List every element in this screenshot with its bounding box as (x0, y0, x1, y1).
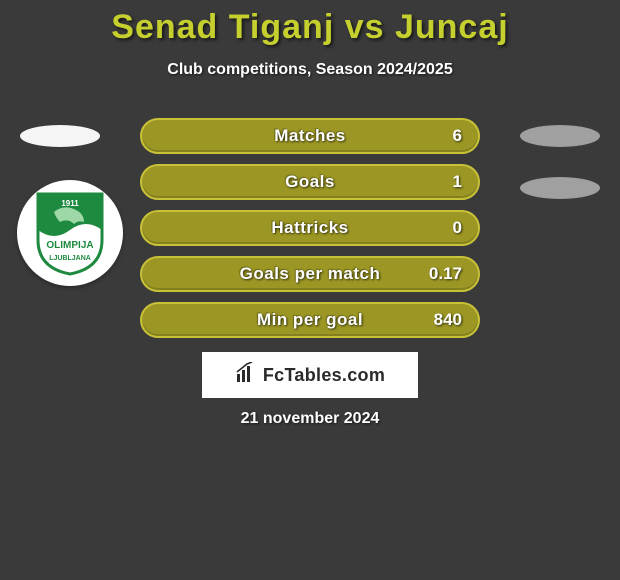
stat-label: Matches (142, 126, 478, 146)
stat-label: Hattricks (142, 218, 478, 238)
watermark-text: FcTables.com (263, 365, 385, 386)
stat-bar: Goals per match 0.17 (140, 256, 480, 292)
badge-city: LJUBLJANA (49, 255, 91, 262)
stat-label: Min per goal (142, 310, 478, 330)
stat-value: 0 (453, 218, 462, 238)
stat-row-matches: Matches 6 (0, 118, 620, 164)
page-title: Senad Tiganj vs Juncaj (0, 0, 620, 47)
stat-bar: Min per goal 840 (140, 302, 480, 338)
stat-value: 1 (453, 172, 462, 192)
flag-right-icon (520, 177, 600, 199)
flag-right-icon (520, 125, 600, 147)
date-text: 21 november 2024 (0, 410, 620, 428)
infographic-root: Senad Tiganj vs Juncaj Club competitions… (0, 0, 620, 580)
badge-name: OLIMPIJA (46, 240, 93, 251)
stat-bar: Hattricks 0 (140, 210, 480, 246)
club-shield-icon: 1911 OLIMPIJA LJUBLJANA (34, 190, 106, 276)
subtitle: Club competitions, Season 2024/2025 (0, 61, 620, 79)
stat-value: 0.17 (429, 264, 462, 284)
chart-bars-icon (235, 362, 257, 389)
stat-value: 840 (434, 310, 462, 330)
stat-value: 6 (453, 126, 462, 146)
stat-label: Goals (142, 172, 478, 192)
club-badge: 1911 OLIMPIJA LJUBLJANA (17, 180, 123, 286)
watermark: FcTables.com (202, 352, 418, 398)
badge-year: 1911 (61, 199, 79, 208)
stat-row-mpg: Min per goal 840 (0, 302, 620, 348)
stat-bar: Matches 6 (140, 118, 480, 154)
flag-left-icon (20, 125, 100, 147)
stat-label: Goals per match (142, 264, 478, 284)
stat-bar: Goals 1 (140, 164, 480, 200)
